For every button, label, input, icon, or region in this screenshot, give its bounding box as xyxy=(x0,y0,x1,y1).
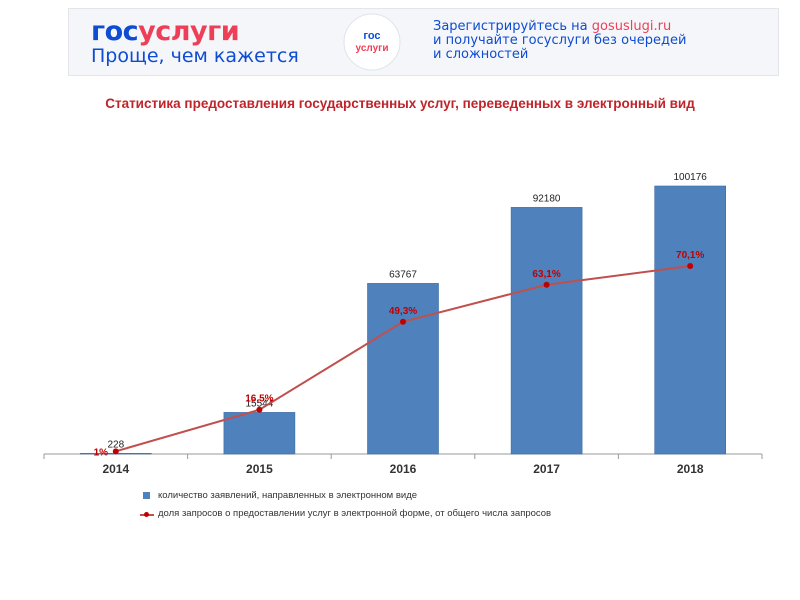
banner-slogan: Проще, чем кажется xyxy=(91,45,299,67)
promo-line-1: Зарегистрируйтесь на gosuslugi.ru xyxy=(433,20,686,34)
promo-line-3: и сложностей xyxy=(433,47,529,62)
legend-line-label: доля запросов о предоставлении услуг в э… xyxy=(158,508,552,519)
line-value-label-2015: 16,5% xyxy=(245,394,273,405)
x-tick-label-2017: 2017 xyxy=(533,462,560,476)
bar-value-label-2017: 92180 xyxy=(533,193,561,204)
legend-line-marker xyxy=(144,512,149,517)
gosuslugi-logo: госуслуги xyxy=(91,16,240,47)
logo-gos-text: гос xyxy=(91,16,139,47)
legend-bar-swatch xyxy=(143,492,150,499)
emblem-top-text: гос xyxy=(363,30,380,42)
line-value-label-2017: 63,1% xyxy=(532,269,560,280)
bar-value-label-2015: 15544 xyxy=(245,398,273,409)
promo-prefix: Зарегистрируйтесь на xyxy=(433,19,592,34)
x-tick-label-2018: 2018 xyxy=(677,462,704,476)
line-marker-2016 xyxy=(400,318,406,325)
line-marker-2014 xyxy=(112,448,119,455)
banner-promo: Зарегистрируйтесь на gosuslugi.ru и полу… xyxy=(433,20,686,62)
bar-2016 xyxy=(367,283,439,455)
line-value-label-2014: 1% xyxy=(94,447,109,458)
line-value-label-2016: 49,3% xyxy=(389,306,417,317)
emblem-bottom-text: услуги xyxy=(356,43,389,54)
chart-title: Статистика предоставления государственны… xyxy=(105,96,695,111)
x-tick-label-2014: 2014 xyxy=(102,462,129,476)
gosuslugi-emblem-icon: гос услуги xyxy=(343,13,401,71)
bar-value-label-2014: 228 xyxy=(107,439,124,450)
bar-value-label-2018: 100176 xyxy=(674,172,708,183)
x-tick-label-2015: 2015 xyxy=(246,462,273,476)
line-marker-2015 xyxy=(256,406,263,413)
gosuslugi-link[interactable]: gosuslugi.ru xyxy=(591,19,672,34)
x-tick-label-2016: 2016 xyxy=(390,462,417,476)
logo-uslugi-text: услуги xyxy=(138,16,240,47)
line-marker-2017 xyxy=(543,281,550,288)
promo-line-2: и получайте госуслуги без очередей xyxy=(433,33,687,48)
line-marker-2018 xyxy=(687,263,694,269)
bar-value-label-2016: 63767 xyxy=(389,269,417,280)
bar-2015 xyxy=(223,412,296,455)
bar-2018 xyxy=(654,185,727,455)
legend-bar-label: количество заявлений, направленных в эле… xyxy=(158,490,418,501)
line-value-label-2018: 70,1% xyxy=(676,250,704,261)
bar-2017 xyxy=(510,207,583,455)
gosuslugi-banner: госуслуги Проще, чем кажется гос услуги … xyxy=(68,8,779,76)
